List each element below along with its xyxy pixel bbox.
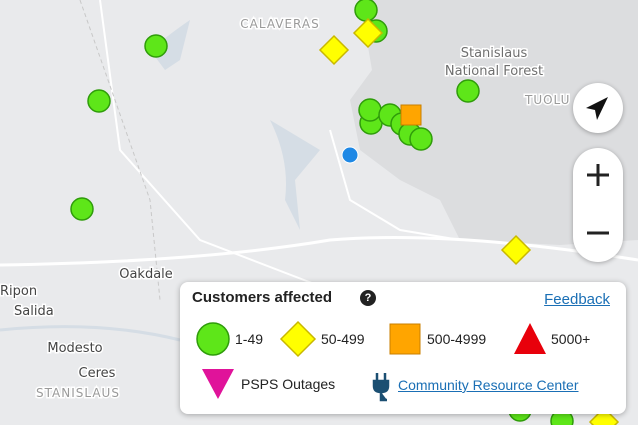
outage-markers (318, 17, 620, 425)
outage-marker[interactable] (409, 127, 433, 151)
outage-marker[interactable] (456, 79, 480, 103)
road (329, 129, 461, 241)
outage-marker[interactable] (70, 197, 94, 221)
outage-marker[interactable] (87, 89, 111, 113)
forest-area (350, 0, 638, 245)
river (0, 325, 181, 342)
legend-label: 5000+ (551, 331, 591, 347)
outage-marker[interactable] (354, 0, 378, 22)
road (99, 0, 331, 291)
feedback-link[interactable]: Feedback (544, 291, 610, 308)
user-location (341, 146, 359, 164)
map-label: Ceres (79, 366, 116, 381)
boundary (79, 0, 161, 301)
map-label: Ripon (0, 284, 37, 299)
legend-label: 50-499 (321, 331, 365, 347)
map-label: Modesto (47, 341, 102, 356)
outage-marker[interactable] (400, 104, 422, 126)
outage-marker[interactable] (144, 34, 168, 58)
arrow (586, 97, 608, 120)
zoom-control (573, 148, 623, 262)
legend-label: PSPS Outages (241, 376, 336, 392)
legend-symbols (196, 320, 546, 402)
legend-symbol (279, 320, 317, 358)
legend-symbol (389, 323, 421, 355)
locate-button[interactable] (573, 83, 623, 133)
outage-marker[interactable] (358, 98, 382, 122)
legend-symbol (202, 369, 234, 399)
legend-label: 1-49 (235, 331, 264, 347)
legend-symbol (196, 322, 230, 356)
lake (270, 120, 320, 230)
map-label: Stanislaus (461, 46, 528, 61)
legend-symbol (514, 323, 546, 354)
map-label: National Forest (445, 64, 543, 79)
outage-marker[interactable] (500, 234, 532, 266)
legend-label: 500-4999 (427, 331, 487, 347)
legend: Customers affected ? Feedback 1-49 50-49… (180, 282, 626, 414)
legend-title: Customers affected (192, 289, 333, 306)
outage-marker[interactable] (352, 17, 384, 49)
plug-icon (372, 373, 390, 402)
map-label: Salida (14, 304, 54, 319)
help-icon[interactable]: ? (360, 290, 376, 306)
locate-icon (586, 97, 608, 120)
lake (150, 20, 190, 70)
outage-marker[interactable] (318, 34, 350, 66)
map-label: CALAVERAS (240, 17, 319, 31)
zoom-icons (587, 164, 609, 235)
outage-marker[interactable] (588, 406, 620, 425)
map-label: Oakdale (119, 267, 173, 282)
zoom-in[interactable] (587, 164, 609, 186)
resource-link[interactable]: Community Resource Center (398, 377, 579, 393)
map-label: TUOLU (524, 93, 570, 107)
map-label: STANISLAUS (36, 386, 120, 400)
